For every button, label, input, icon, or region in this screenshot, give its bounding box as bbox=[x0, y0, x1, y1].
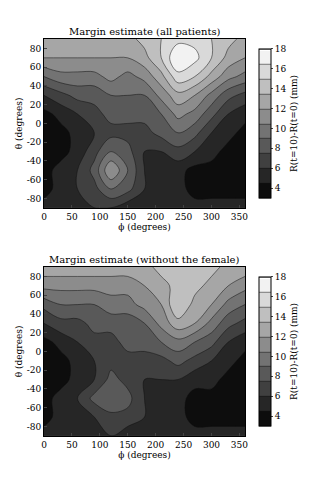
svg-text:16: 16 bbox=[275, 64, 287, 74]
svg-text:R(t=10)-R(t=0) (mm): R(t=10)-R(t=0) (mm) bbox=[289, 75, 299, 172]
svg-text:12: 12 bbox=[275, 332, 286, 342]
svg-text:Margin estimate (all patients): Margin estimate (all patients) bbox=[69, 26, 221, 37]
svg-text:4: 4 bbox=[275, 183, 281, 193]
svg-text:16: 16 bbox=[275, 292, 287, 302]
svg-text:18: 18 bbox=[275, 272, 287, 282]
svg-text:12: 12 bbox=[275, 104, 286, 114]
svg-text:0: 0 bbox=[41, 212, 47, 222]
svg-text:Margin estimate (without the f: Margin estimate (without the female) bbox=[49, 254, 240, 265]
svg-text:100: 100 bbox=[91, 440, 108, 450]
svg-text:-20: -20 bbox=[27, 365, 42, 375]
svg-text:-40: -40 bbox=[27, 384, 42, 394]
svg-text:14: 14 bbox=[275, 84, 287, 94]
svg-text:-80: -80 bbox=[27, 194, 42, 204]
svg-text:350: 350 bbox=[231, 212, 248, 222]
svg-text:-60: -60 bbox=[27, 403, 42, 413]
svg-text:8: 8 bbox=[275, 371, 281, 381]
svg-text:300: 300 bbox=[203, 440, 220, 450]
svg-text:14: 14 bbox=[275, 312, 287, 322]
svg-text:θ (degrees): θ (degrees) bbox=[14, 326, 24, 378]
svg-text:θ (degrees): θ (degrees) bbox=[14, 98, 24, 150]
svg-text:50: 50 bbox=[66, 440, 78, 450]
svg-text:-80: -80 bbox=[27, 422, 42, 432]
svg-text:-60: -60 bbox=[27, 175, 42, 185]
svg-text:300: 300 bbox=[203, 212, 220, 222]
svg-text:150: 150 bbox=[119, 212, 136, 222]
svg-text:R(t=10)-R(t=0) (mm): R(t=10)-R(t=0) (mm) bbox=[289, 303, 299, 400]
svg-text:40: 40 bbox=[30, 309, 42, 319]
svg-text:250: 250 bbox=[175, 440, 192, 450]
svg-text:ϕ (degrees): ϕ (degrees) bbox=[118, 222, 170, 232]
svg-text:200: 200 bbox=[147, 440, 164, 450]
svg-text:60: 60 bbox=[30, 290, 42, 300]
svg-text:-20: -20 bbox=[27, 137, 42, 147]
svg-text:20: 20 bbox=[30, 100, 42, 110]
svg-text:10: 10 bbox=[275, 124, 287, 134]
svg-text:6: 6 bbox=[275, 391, 281, 401]
svg-text:20: 20 bbox=[30, 328, 42, 338]
svg-text:100: 100 bbox=[91, 212, 108, 222]
svg-text:ϕ (degrees): ϕ (degrees) bbox=[118, 450, 170, 460]
svg-text:0: 0 bbox=[35, 119, 41, 129]
svg-text:60: 60 bbox=[30, 62, 42, 72]
svg-text:4: 4 bbox=[275, 411, 281, 421]
svg-text:-40: -40 bbox=[27, 156, 42, 166]
svg-text:50: 50 bbox=[66, 212, 78, 222]
svg-text:350: 350 bbox=[231, 440, 248, 450]
svg-text:80: 80 bbox=[30, 44, 42, 54]
svg-text:80: 80 bbox=[30, 272, 42, 282]
svg-text:6: 6 bbox=[275, 163, 281, 173]
svg-text:18: 18 bbox=[275, 44, 287, 54]
svg-text:200: 200 bbox=[147, 212, 164, 222]
svg-text:40: 40 bbox=[30, 81, 42, 91]
svg-text:10: 10 bbox=[275, 352, 287, 362]
svg-text:250: 250 bbox=[175, 212, 192, 222]
svg-text:8: 8 bbox=[275, 143, 281, 153]
svg-text:0: 0 bbox=[41, 440, 47, 450]
svg-text:150: 150 bbox=[119, 440, 136, 450]
svg-text:0: 0 bbox=[35, 347, 41, 357]
